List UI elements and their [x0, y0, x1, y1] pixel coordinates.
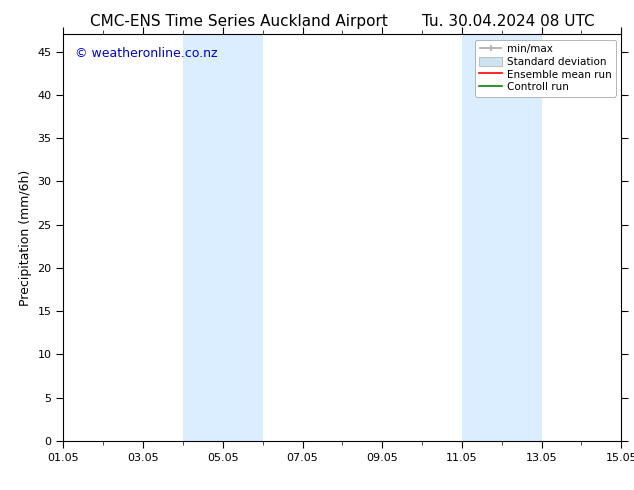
Text: © weatheronline.co.nz: © weatheronline.co.nz	[75, 47, 217, 59]
Bar	[501, 34, 541, 441]
Y-axis label: Precipitation (mm/6h): Precipitation (mm/6h)	[19, 170, 32, 306]
Bar	[462, 34, 501, 441]
Legend: min/max, Standard deviation, Ensemble mean run, Controll run: min/max, Standard deviation, Ensemble me…	[475, 40, 616, 97]
Title: CMC-ENS Time Series Auckland Airport       Tu. 30.04.2024 08 UTC: CMC-ENS Time Series Auckland Airport Tu.…	[90, 14, 595, 29]
Bar	[223, 34, 262, 441]
Bar	[183, 34, 223, 441]
